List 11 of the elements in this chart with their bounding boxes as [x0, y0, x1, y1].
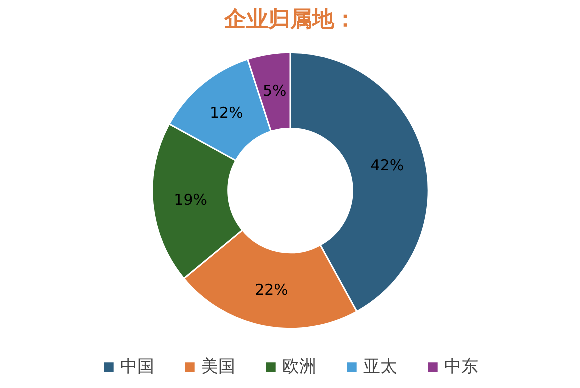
data-label: 5% — [262, 82, 287, 100]
data-label: 22% — [255, 280, 288, 299]
legend-label: 亚太 — [364, 356, 398, 378]
data-label: 42% — [370, 156, 404, 175]
data-label: 12% — [210, 104, 244, 122]
legend-label: 欧洲 — [282, 356, 316, 378]
chart-title: 企业归属地： — [224, 8, 356, 32]
legend-label: 中国 — [120, 356, 154, 378]
legend-label: 美国 — [202, 356, 236, 378]
data-label: 19% — [174, 191, 208, 210]
legend-label: 中东 — [444, 356, 478, 378]
